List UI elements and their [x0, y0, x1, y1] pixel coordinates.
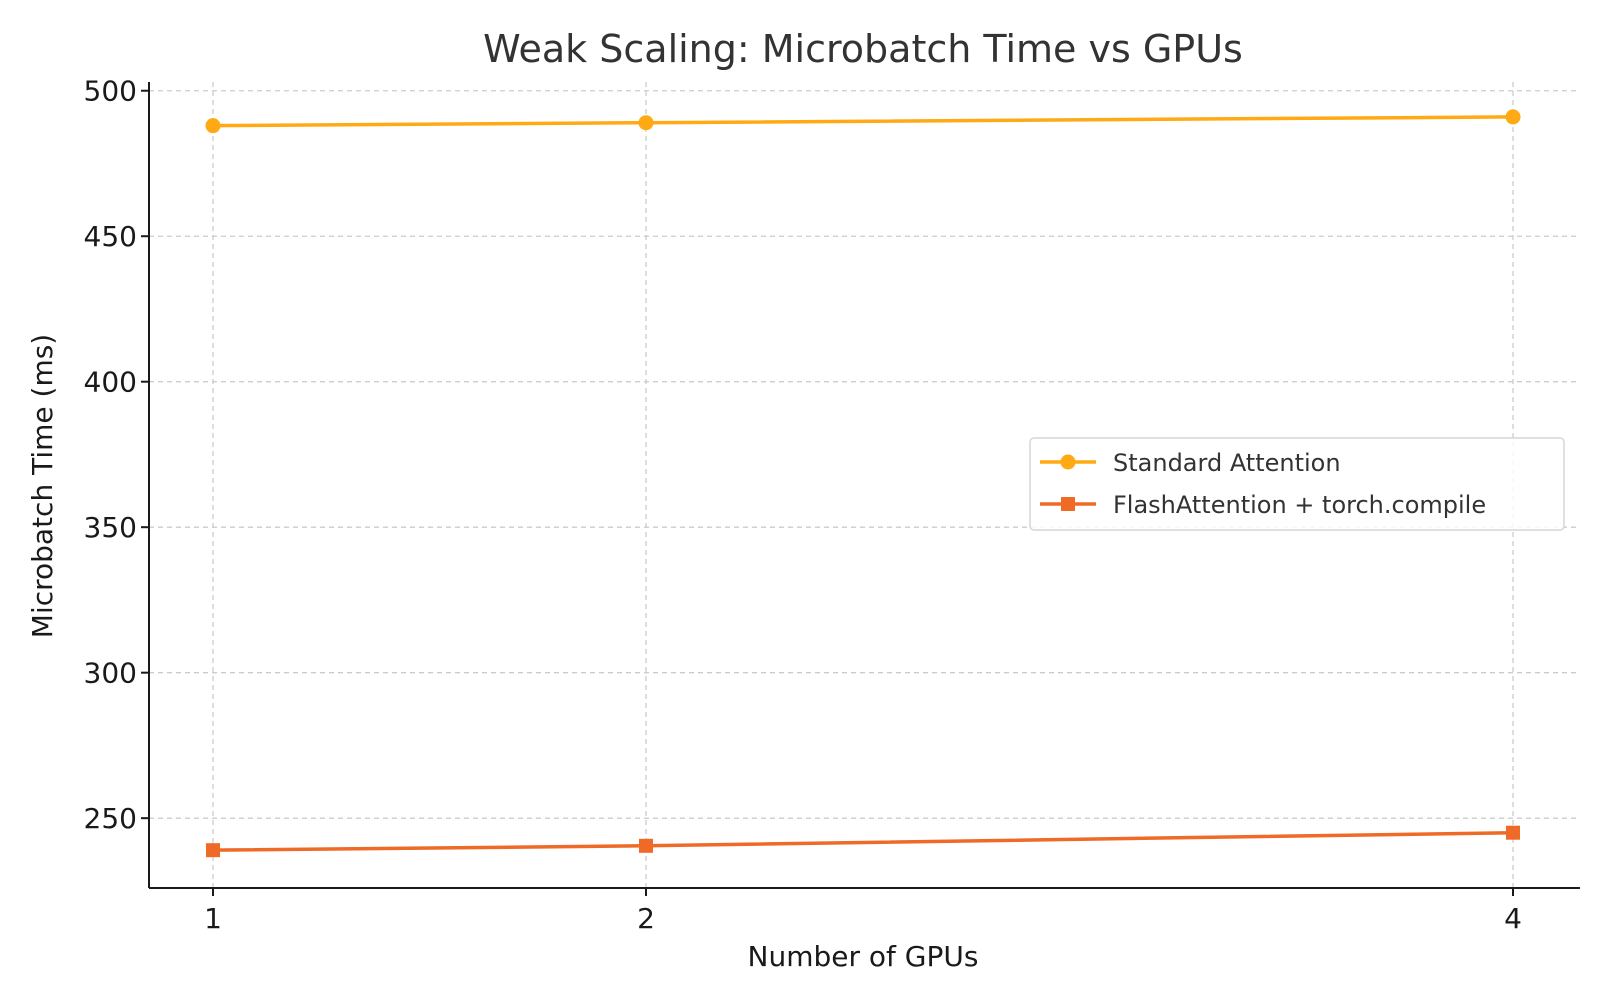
x-axis-title: Number of GPUs	[748, 940, 979, 973]
axes	[148, 82, 1580, 889]
legend-label: Standard Attention	[1113, 449, 1341, 477]
x-tick-label: 4	[1504, 902, 1522, 935]
y-tick-label: 350	[84, 511, 137, 544]
grid	[149, 82, 1580, 888]
y-tick-label: 400	[84, 366, 137, 399]
x-tick-label: 2	[637, 902, 655, 935]
legend-marker	[1061, 497, 1075, 511]
y-axis-title: Microbatch Time (ms)	[26, 334, 59, 638]
data-point	[638, 115, 654, 131]
legend: Standard Attention FlashAttention + torch…	[1029, 437, 1565, 531]
legend-box	[1029, 437, 1565, 531]
chart-title: Weak Scaling: Microbatch Time vs GPUs	[483, 27, 1243, 71]
y-tick-label: 300	[84, 657, 137, 690]
legend-label: FlashAttention + torch.compile	[1113, 491, 1486, 519]
data-point	[206, 843, 220, 858]
y-tick-label: 250	[84, 802, 137, 835]
data-point	[639, 838, 653, 853]
y-tick-label: 500	[84, 75, 137, 108]
x-tick-label: 1	[204, 902, 222, 935]
data-point	[1506, 825, 1520, 840]
y-tick-label: 450	[84, 220, 137, 253]
ticks: 1 2 4 250 300 350 400 450 500	[84, 75, 1522, 935]
data-point	[205, 118, 221, 134]
series-group	[205, 109, 1521, 858]
data-point	[1505, 109, 1521, 125]
legend-marker	[1060, 454, 1076, 470]
